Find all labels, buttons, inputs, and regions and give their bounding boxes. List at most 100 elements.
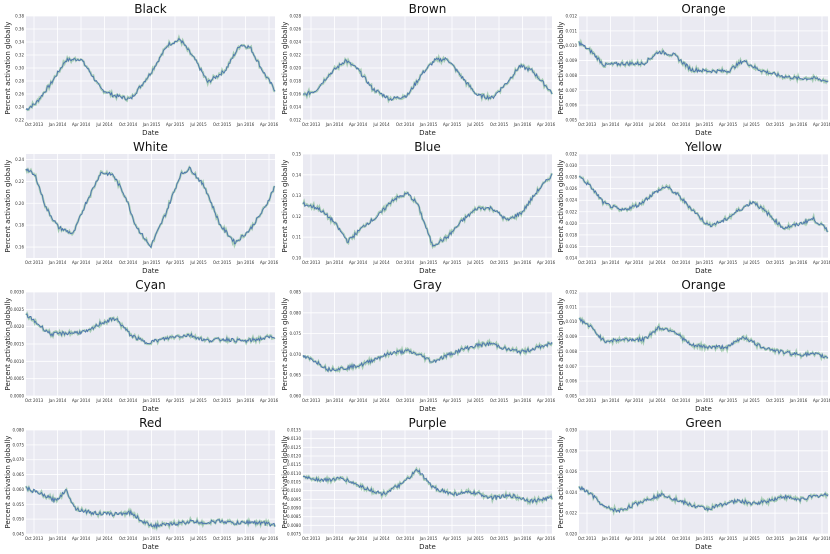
x-tick-label: Jul 2014 [95, 536, 113, 541]
subplot-1: 0.22 0.24 0.26 0.28 0.30 0.32 0.34 0.36 0.38 Oct … [4, 2, 279, 137]
x-tick-label: Oct 2013 [578, 260, 597, 265]
y-axis-label: Percent activation globally [4, 298, 12, 391]
y-tick-label: 0.014 [566, 256, 578, 261]
x-axis-label: Date [695, 129, 712, 137]
y-tick-label: 0.28 [15, 79, 24, 84]
plot-area [579, 154, 828, 258]
y-tick-label: 0.070 [290, 352, 302, 357]
subplot-title: Green [685, 416, 721, 430]
subplot-title: Orange [681, 2, 725, 16]
x-tick-label: Jan 2014 [601, 536, 620, 541]
subplot-title: Orange [681, 278, 725, 292]
x-tick-label: Jul 2015 [189, 536, 207, 541]
x-tick-label: Apr 2014 [72, 122, 91, 127]
y-tick-label: 0.026 [290, 27, 302, 32]
x-tick-label: Oct 2013 [25, 122, 44, 127]
x-tick-label: Apr 2014 [349, 122, 368, 127]
x-tick-label: Jan 2015 [419, 536, 438, 541]
x-tick-label: Jan 2014 [48, 122, 67, 127]
y-tick-label: 0.13 [292, 193, 301, 198]
y-tick-label: 0.0005 [10, 376, 24, 381]
y-tick-label: 0.007 [566, 88, 578, 93]
x-tick-label: Jan 2015 [142, 398, 161, 403]
x-tick-label: Oct 2015 [490, 536, 509, 541]
x-tick-label: Oct 2015 [766, 260, 785, 265]
x-tick-label: Apr 2016 [537, 260, 556, 265]
x-tick-label: Jan 2016 [513, 260, 532, 265]
subplot-title: Blue [414, 140, 441, 154]
y-tick-label: 0.0020 [10, 324, 24, 329]
x-tick-label: Jul 2015 [466, 536, 484, 541]
x-axis-label: Date [142, 405, 159, 413]
x-tick-label: Jan 2016 [236, 398, 255, 403]
series-line [25, 486, 276, 530]
x-tick-label: Jul 2015 [742, 122, 760, 127]
y-tick-label: 0.36 [15, 27, 24, 32]
y-axis-label: Percent activation globally [557, 298, 565, 391]
y-tick-label: 0.010 [566, 319, 578, 324]
y-tick-label: 0.006 [566, 379, 578, 384]
x-tick-label: Jul 2014 [372, 122, 390, 127]
x-tick-label: Jan 2016 [236, 122, 255, 127]
series-line [303, 57, 553, 102]
x-tick-label: Oct 2013 [578, 398, 597, 403]
y-axis-label: Percent activation globally [281, 22, 289, 115]
x-tick-label: Apr 2014 [625, 122, 644, 127]
x-tick-label: Jan 2014 [601, 398, 620, 403]
x-tick-label: Apr 2015 [719, 536, 738, 541]
x-tick-label: Oct 2015 [490, 260, 509, 265]
x-tick-label: Oct 2015 [766, 122, 785, 127]
y-tick-label: 0.0120 [287, 454, 301, 459]
series-line [302, 468, 553, 504]
x-tick-label: Oct 2013 [302, 260, 321, 265]
series-line [302, 173, 553, 248]
y-tick-label: 0.011 [566, 304, 578, 309]
x-tick-label: Oct 2014 [672, 260, 691, 265]
y-tick-label: 0.055 [13, 502, 25, 507]
y-tick-label: 0.24 [15, 105, 24, 110]
y-tick-label: 0.16 [15, 245, 24, 250]
x-axis-label: Date [142, 129, 159, 137]
x-tick-label: Oct 2013 [302, 398, 321, 403]
x-tick-label: Oct 2014 [672, 122, 691, 127]
x-tick-label: Jan 2015 [695, 260, 714, 265]
x-tick-label: Jan 2016 [789, 260, 808, 265]
y-tick-label: 0.020 [566, 221, 578, 226]
plot-area [579, 292, 828, 396]
x-tick-label: Apr 2016 [813, 536, 830, 541]
x-tick-label: Jul 2014 [372, 398, 390, 403]
x-tick-label: Jan 2014 [601, 122, 620, 127]
x-tick-label: Apr 2015 [443, 122, 462, 127]
y-tick-label: 0.018 [290, 79, 302, 84]
y-tick-label: 0.070 [13, 457, 25, 462]
x-tick-label: Apr 2014 [349, 398, 368, 403]
x-tick-label: Jan 2016 [789, 536, 808, 541]
y-tick-label: 0.020 [566, 532, 578, 537]
plot-area [303, 292, 552, 396]
x-tick-label: Oct 2014 [119, 260, 138, 265]
x-tick-label: Jul 2015 [466, 260, 484, 265]
x-tick-label: Jan 2016 [236, 260, 255, 265]
y-tick-label: 0.030 [566, 163, 578, 168]
y-tick-label: 0.028 [566, 175, 578, 180]
subplot-3: 0.005 0.006 0.007 0.008 0.009 0.010 0.011 0.012… [557, 2, 830, 137]
x-tick-label: Jan 2014 [325, 398, 344, 403]
y-tick-label: 0.060 [290, 394, 302, 399]
y-tick-label: 0.018 [566, 232, 578, 237]
y-tick-label: 0.0110 [287, 471, 301, 476]
x-tick-label: Oct 2014 [119, 398, 138, 403]
y-tick-label: 0.0085 [287, 514, 301, 519]
x-tick-label: Jan 2016 [789, 398, 808, 403]
x-tick-label: Jan 2014 [48, 398, 67, 403]
y-tick-label: 0.24 [15, 157, 24, 162]
y-tick-label: 0.18 [15, 223, 24, 228]
y-tick-label: 0.11 [292, 235, 301, 240]
x-tick-label: Jan 2016 [513, 122, 532, 127]
y-tick-label: 0.22 [15, 179, 24, 184]
x-tick-label: Jul 2015 [742, 536, 760, 541]
x-tick-label: Oct 2015 [490, 398, 509, 403]
x-tick-label: Oct 2014 [396, 122, 415, 127]
subplot-12: 0.020 0.022 0.024 0.026 0.028 0.030 Oct 2013 Ja… [557, 416, 830, 551]
y-tick-label: 0.0080 [287, 523, 301, 528]
x-tick-label: Oct 2015 [213, 398, 232, 403]
